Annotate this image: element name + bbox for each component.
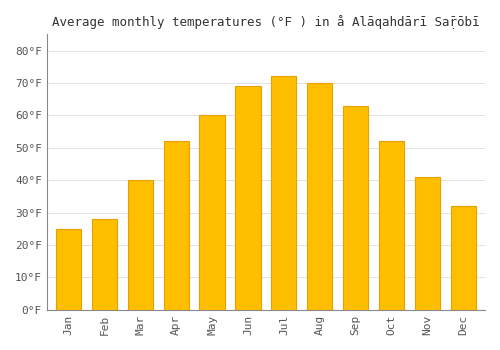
Bar	[415, 177, 440, 310]
Bar	[343, 106, 368, 310]
Bar	[200, 116, 224, 310]
Bar	[379, 141, 404, 310]
Bar	[451, 206, 476, 310]
Bar	[236, 86, 260, 310]
Bar	[92, 219, 117, 310]
Bar	[307, 83, 332, 310]
Bar	[272, 76, 296, 310]
Bar	[128, 180, 153, 310]
Bar	[56, 229, 81, 310]
Title: Average monthly temperatures (°F ) in å Alāqahdārī Saṝōbī: Average monthly temperatures (°F ) in å …	[52, 15, 480, 29]
Bar	[164, 141, 188, 310]
